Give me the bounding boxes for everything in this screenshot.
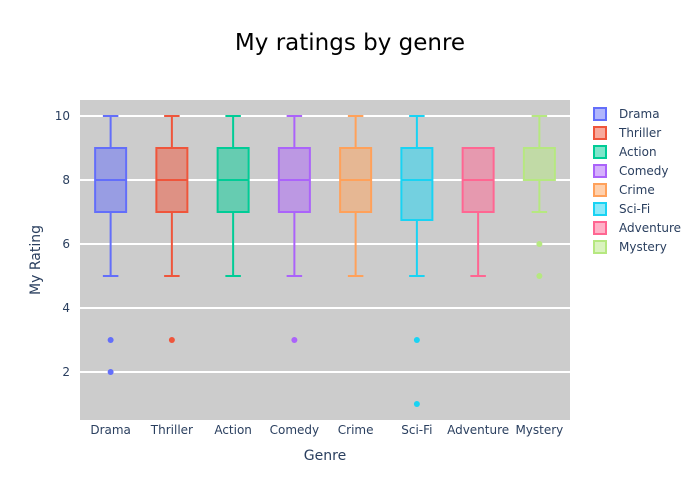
x-axis-title: Genre	[304, 448, 346, 464]
boxes	[94, 115, 556, 407]
outlier-point	[291, 337, 298, 343]
outlier-point	[536, 241, 543, 247]
box-comedy	[277, 115, 311, 343]
legend-item-comedy[interactable]: Comedy	[593, 164, 669, 178]
outlier-point	[536, 273, 543, 279]
legend-swatch	[593, 126, 607, 140]
x-tick-label: Mystery	[515, 423, 563, 437]
legend-item-sci-fi[interactable]: Sci-Fi	[593, 202, 650, 216]
box-adventure	[461, 147, 495, 277]
outlier-point	[107, 369, 114, 375]
x-axis-ticks: Drama Thriller Action Comedy Crime Sci-Fi Adve…	[90, 423, 563, 437]
x-tick-label: Thriller	[150, 423, 193, 437]
x-tick-label: Action	[214, 423, 252, 437]
y-tick-label: 6	[62, 237, 70, 251]
x-tick-label: Sci-Fi	[401, 423, 432, 437]
legend-label: Action	[619, 145, 657, 159]
legend-label: Mystery	[619, 240, 667, 254]
legend-item-mystery[interactable]: Mystery	[593, 240, 667, 254]
chart-title: My ratings by genre	[235, 30, 465, 56]
legend-item-action[interactable]: Action	[593, 145, 657, 159]
box-drama	[94, 115, 128, 375]
legend-label: Comedy	[619, 164, 669, 178]
legend-swatch	[593, 183, 607, 197]
box-mystery	[522, 115, 556, 279]
iqr-box	[522, 147, 556, 181]
outlier-point	[107, 337, 114, 343]
y-tick-label: 8	[62, 173, 70, 187]
outlier-point	[168, 337, 175, 343]
outlier-point	[413, 401, 420, 407]
x-tick-label: Comedy	[270, 423, 320, 437]
box-thriller	[155, 115, 189, 343]
y-tick-label: 2	[62, 365, 70, 379]
legend-label: Sci-Fi	[619, 202, 650, 216]
legend-label: Adventure	[619, 221, 681, 235]
box-action	[216, 115, 250, 277]
y-tick-label: 10	[55, 109, 70, 123]
legend-swatch	[593, 202, 607, 216]
x-tick-label: Crime	[338, 423, 374, 437]
legend-label: Drama	[619, 107, 660, 121]
legend-item-crime[interactable]: Crime	[593, 183, 655, 197]
legend-swatch	[593, 145, 607, 159]
legend-swatch	[593, 164, 607, 178]
legend-label: Crime	[619, 183, 655, 197]
y-axis-title: My Rating	[28, 225, 44, 295]
box-sci-fi	[400, 115, 434, 407]
legend-swatch	[593, 221, 607, 235]
legend-label: Thriller	[618, 126, 661, 140]
box-crime	[339, 115, 373, 277]
legend-item-adventure[interactable]: Adventure	[593, 221, 681, 235]
legend-item-drama[interactable]: Drama	[593, 107, 660, 121]
x-tick-label: Drama	[90, 423, 131, 437]
legend-swatch	[593, 107, 607, 121]
y-axis-ticks: 2 4 6 8 10	[55, 109, 70, 379]
legend-swatch	[593, 240, 607, 254]
x-tick-label: Adventure	[447, 423, 509, 437]
y-tick-label: 4	[62, 301, 70, 315]
legend: Drama Thriller Action Comedy Crime Sci-Fi Adve…	[593, 107, 681, 254]
outlier-point	[413, 337, 420, 343]
iqr-box	[400, 147, 434, 221]
legend-item-thriller[interactable]: Thriller	[593, 126, 661, 140]
